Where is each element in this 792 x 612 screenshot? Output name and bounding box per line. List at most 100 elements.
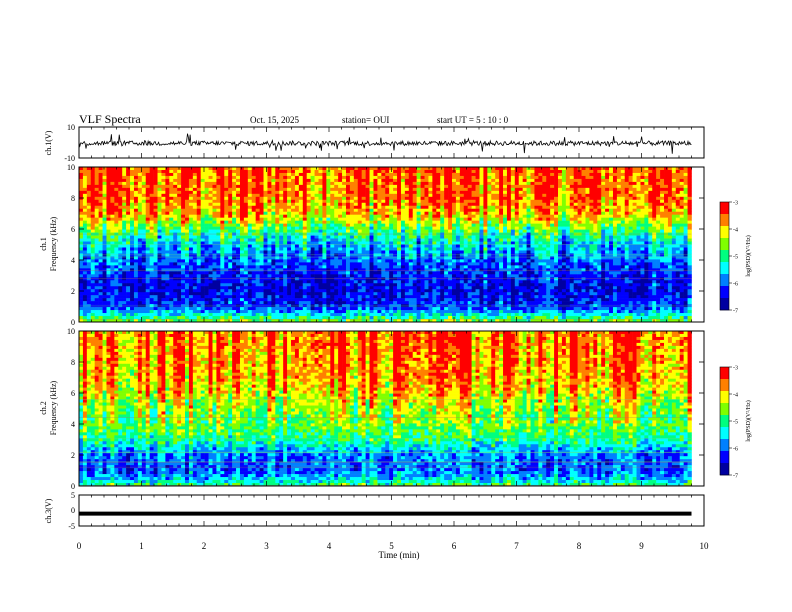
spectrogram-cell xyxy=(114,181,119,186)
spectrogram-cell xyxy=(196,199,202,204)
spectrogram-cell xyxy=(334,280,339,284)
spectrogram-cell xyxy=(369,229,374,233)
spectrogram-cell xyxy=(110,217,115,221)
spectrogram-cell xyxy=(110,196,115,201)
spectrogram-cell xyxy=(239,184,245,189)
spectrogram-cell xyxy=(424,313,429,317)
spectrogram-cell xyxy=(90,184,96,189)
spectrogram-cell xyxy=(177,256,182,260)
spectrogram-cell xyxy=(271,301,276,305)
spectrogram-cell xyxy=(94,277,99,281)
spectrogram-cell xyxy=(298,211,304,215)
spectrogram-cell xyxy=(188,202,194,207)
spectrogram-cell xyxy=(188,310,194,314)
spectrogram-cell xyxy=(224,301,229,305)
spectrogram-cell xyxy=(322,181,327,186)
spectrogram-cell xyxy=(389,211,394,215)
spectrogram-cell xyxy=(432,319,437,323)
spectrogram-cell xyxy=(275,295,280,299)
spectrogram-cell xyxy=(436,292,441,296)
spectrogram-cell xyxy=(251,169,256,174)
spectrogram-cell xyxy=(322,169,327,174)
spectrogram-cell xyxy=(239,193,245,198)
spectrogram-cell xyxy=(353,190,359,195)
spectrogram-cell xyxy=(185,244,190,248)
spectrogram-cell xyxy=(377,172,382,177)
spectrogram-cell xyxy=(353,202,359,207)
spectrogram-cell xyxy=(283,181,288,186)
spectrogram-cell xyxy=(291,208,296,213)
spectrogram-cell xyxy=(444,310,449,314)
spectrogram-cell xyxy=(267,292,272,296)
spectrogram-cell xyxy=(365,313,370,317)
spectrogram-cell xyxy=(393,205,398,210)
spectrogram-cell xyxy=(448,274,453,278)
spectrogram-cell xyxy=(424,226,429,230)
spectrogram-cell xyxy=(298,205,304,210)
spectrogram-cell xyxy=(200,271,205,275)
spectrogram-cell xyxy=(247,319,253,323)
spectrogram-cell xyxy=(133,202,139,207)
spectrogram-cell xyxy=(102,202,107,207)
spectrogram-cell xyxy=(306,259,311,263)
spectrogram-cell xyxy=(130,316,135,320)
spectrogram-cell xyxy=(291,241,296,245)
spectrogram-cell xyxy=(452,223,457,227)
spectrogram-cell xyxy=(169,187,174,192)
spectrogram-cell xyxy=(153,268,158,272)
spectrogram-cell xyxy=(224,313,229,317)
spectrogram-cell xyxy=(408,247,414,251)
spectrogram-cell xyxy=(239,202,245,207)
spectrogram-cell xyxy=(251,310,256,314)
spectrogram-cell xyxy=(345,295,351,299)
spectrogram-cell xyxy=(377,256,382,260)
spectrogram-cell xyxy=(381,265,386,269)
spectrogram-cell xyxy=(114,298,119,302)
spectrogram-cell xyxy=(79,172,84,177)
spectrogram-cell xyxy=(185,313,190,317)
spectrogram-cell xyxy=(275,316,280,320)
spectrogram-cell xyxy=(428,181,433,186)
spectrogram-cell xyxy=(90,223,96,227)
spectrogram-cell xyxy=(188,250,194,254)
spectrogram-cell xyxy=(314,277,319,281)
spectrogram-cell xyxy=(287,229,292,233)
spectrogram-cell xyxy=(424,217,429,221)
spectrogram-cell xyxy=(208,244,213,248)
spectrogram-cell xyxy=(408,184,414,189)
spectrogram-cell xyxy=(208,229,213,233)
spectrogram-cell xyxy=(342,241,347,245)
spectrogram-cell xyxy=(432,223,437,227)
spectrogram-cell xyxy=(369,211,374,215)
spectrogram-cell xyxy=(130,199,135,204)
spectrogram-cell xyxy=(263,292,268,296)
spectrogram-cell xyxy=(79,196,84,201)
spectrogram-cell xyxy=(306,313,311,317)
spectrogram-cell xyxy=(444,178,449,183)
spectrogram-cell xyxy=(353,172,359,177)
spectrogram-cell xyxy=(82,193,88,198)
spectrogram-cell xyxy=(251,295,256,299)
spectrogram-cell xyxy=(86,202,92,207)
spectrogram-cell xyxy=(397,220,402,224)
spectrogram-cell xyxy=(306,199,311,204)
spectrogram-cell xyxy=(306,196,311,201)
spectrogram-cell xyxy=(149,199,154,204)
spectrogram-cell xyxy=(283,172,288,177)
spectrogram-cell xyxy=(122,286,127,290)
spectrogram-cell xyxy=(157,244,162,248)
spectrogram-cell xyxy=(141,214,147,218)
spectrogram-cell xyxy=(377,205,382,210)
spectrogram-cell xyxy=(126,226,131,230)
spectrogram-cell xyxy=(236,172,241,177)
spectrogram-cell xyxy=(192,319,198,323)
spectrogram-cell xyxy=(86,190,92,195)
spectrogram-cell xyxy=(181,202,186,207)
spectrogram-cell xyxy=(169,184,174,189)
spectrogram-cell xyxy=(82,283,88,287)
spectrogram-cell xyxy=(357,244,362,248)
spectrogram-cell xyxy=(79,199,84,204)
spectrogram-cell xyxy=(452,280,457,284)
spectrogram-cell xyxy=(122,241,127,245)
spectrogram-cell xyxy=(224,295,229,299)
